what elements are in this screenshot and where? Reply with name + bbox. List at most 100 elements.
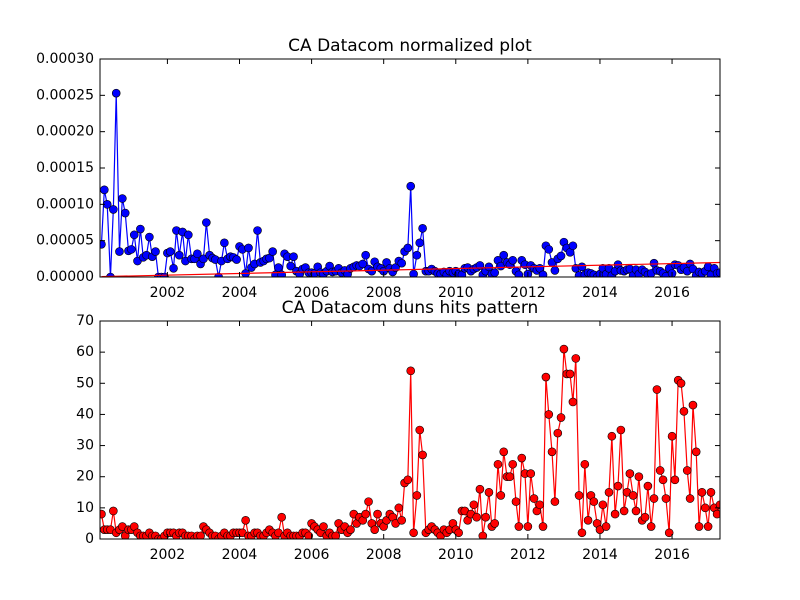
point [538,270,548,277]
point [406,181,416,191]
point [511,497,521,506]
point [529,494,539,503]
point [628,491,638,500]
point [469,500,479,510]
point [184,230,193,240]
y-tick-label: 0.00010 [36,196,94,212]
point [412,250,422,260]
point [397,516,407,525]
y-tick-label: 0.00005 [36,233,94,249]
point [715,500,720,510]
point [634,472,644,482]
point [415,425,425,435]
point [655,466,665,475]
point [169,263,178,273]
x-tick-label: 2012 [510,285,546,301]
point [649,494,659,503]
point [640,512,650,522]
point [100,509,106,519]
point [175,250,184,260]
point [202,218,211,227]
point [120,208,130,218]
y-tick-label: 70 [76,313,94,329]
point [493,459,503,469]
point [703,522,713,531]
point [646,522,656,531]
axes-frame [99,320,721,540]
x-tick-label: 2010 [438,285,474,301]
point [286,261,295,271]
point [508,255,518,265]
point [688,400,698,410]
point [535,500,545,510]
point [574,491,584,500]
y-tick-label: 0 [85,531,94,547]
point [111,88,121,98]
y-tick-label: 0.00030 [36,51,94,67]
point [544,245,554,254]
point [490,519,500,528]
point [193,249,202,259]
point [580,459,590,469]
point [613,481,623,491]
point [136,224,145,234]
point [556,251,566,261]
series-line [101,261,720,277]
plot-area [100,344,720,539]
point [643,481,653,491]
point [577,262,587,272]
point [610,509,620,519]
point [232,255,241,264]
point [601,522,611,531]
point [571,354,581,363]
point [319,522,328,531]
point [652,385,662,394]
point [409,269,418,277]
point [691,447,701,457]
point [115,247,124,256]
point [475,484,485,494]
point [289,252,298,261]
y-tick-label: 10 [76,500,94,516]
x-tick-label: 2008 [366,547,402,563]
point [559,344,569,354]
point [679,407,689,416]
point [490,268,500,277]
point [418,224,427,233]
point [676,378,686,388]
x-tick-label: 2006 [294,285,330,301]
point [241,516,250,525]
x-tick-label: 2008 [366,285,402,301]
point [625,469,635,478]
point [514,270,524,277]
point [415,238,425,248]
point [499,250,509,260]
point [649,258,659,268]
point [478,531,488,539]
x-tick-label: 2014 [582,547,618,563]
point [127,245,136,254]
point [361,509,370,519]
point [412,491,422,500]
x-tick-label: 2010 [438,547,474,563]
x-tick-label: 2014 [582,285,618,301]
point [664,528,674,538]
point [514,522,524,531]
point [394,503,404,513]
point [544,410,554,419]
point [196,531,205,539]
point [145,232,154,242]
point [607,431,617,441]
point [568,397,578,407]
chart-title: CA Datacom duns hits pattern [282,298,539,318]
point [583,516,593,525]
point [358,259,368,269]
point [364,497,373,506]
point [397,258,407,268]
point [631,506,641,516]
point [694,522,704,531]
y-tick-label: 0.00020 [36,124,94,140]
point [547,447,557,457]
point [568,241,578,251]
y-tick-label: 30 [76,438,94,454]
